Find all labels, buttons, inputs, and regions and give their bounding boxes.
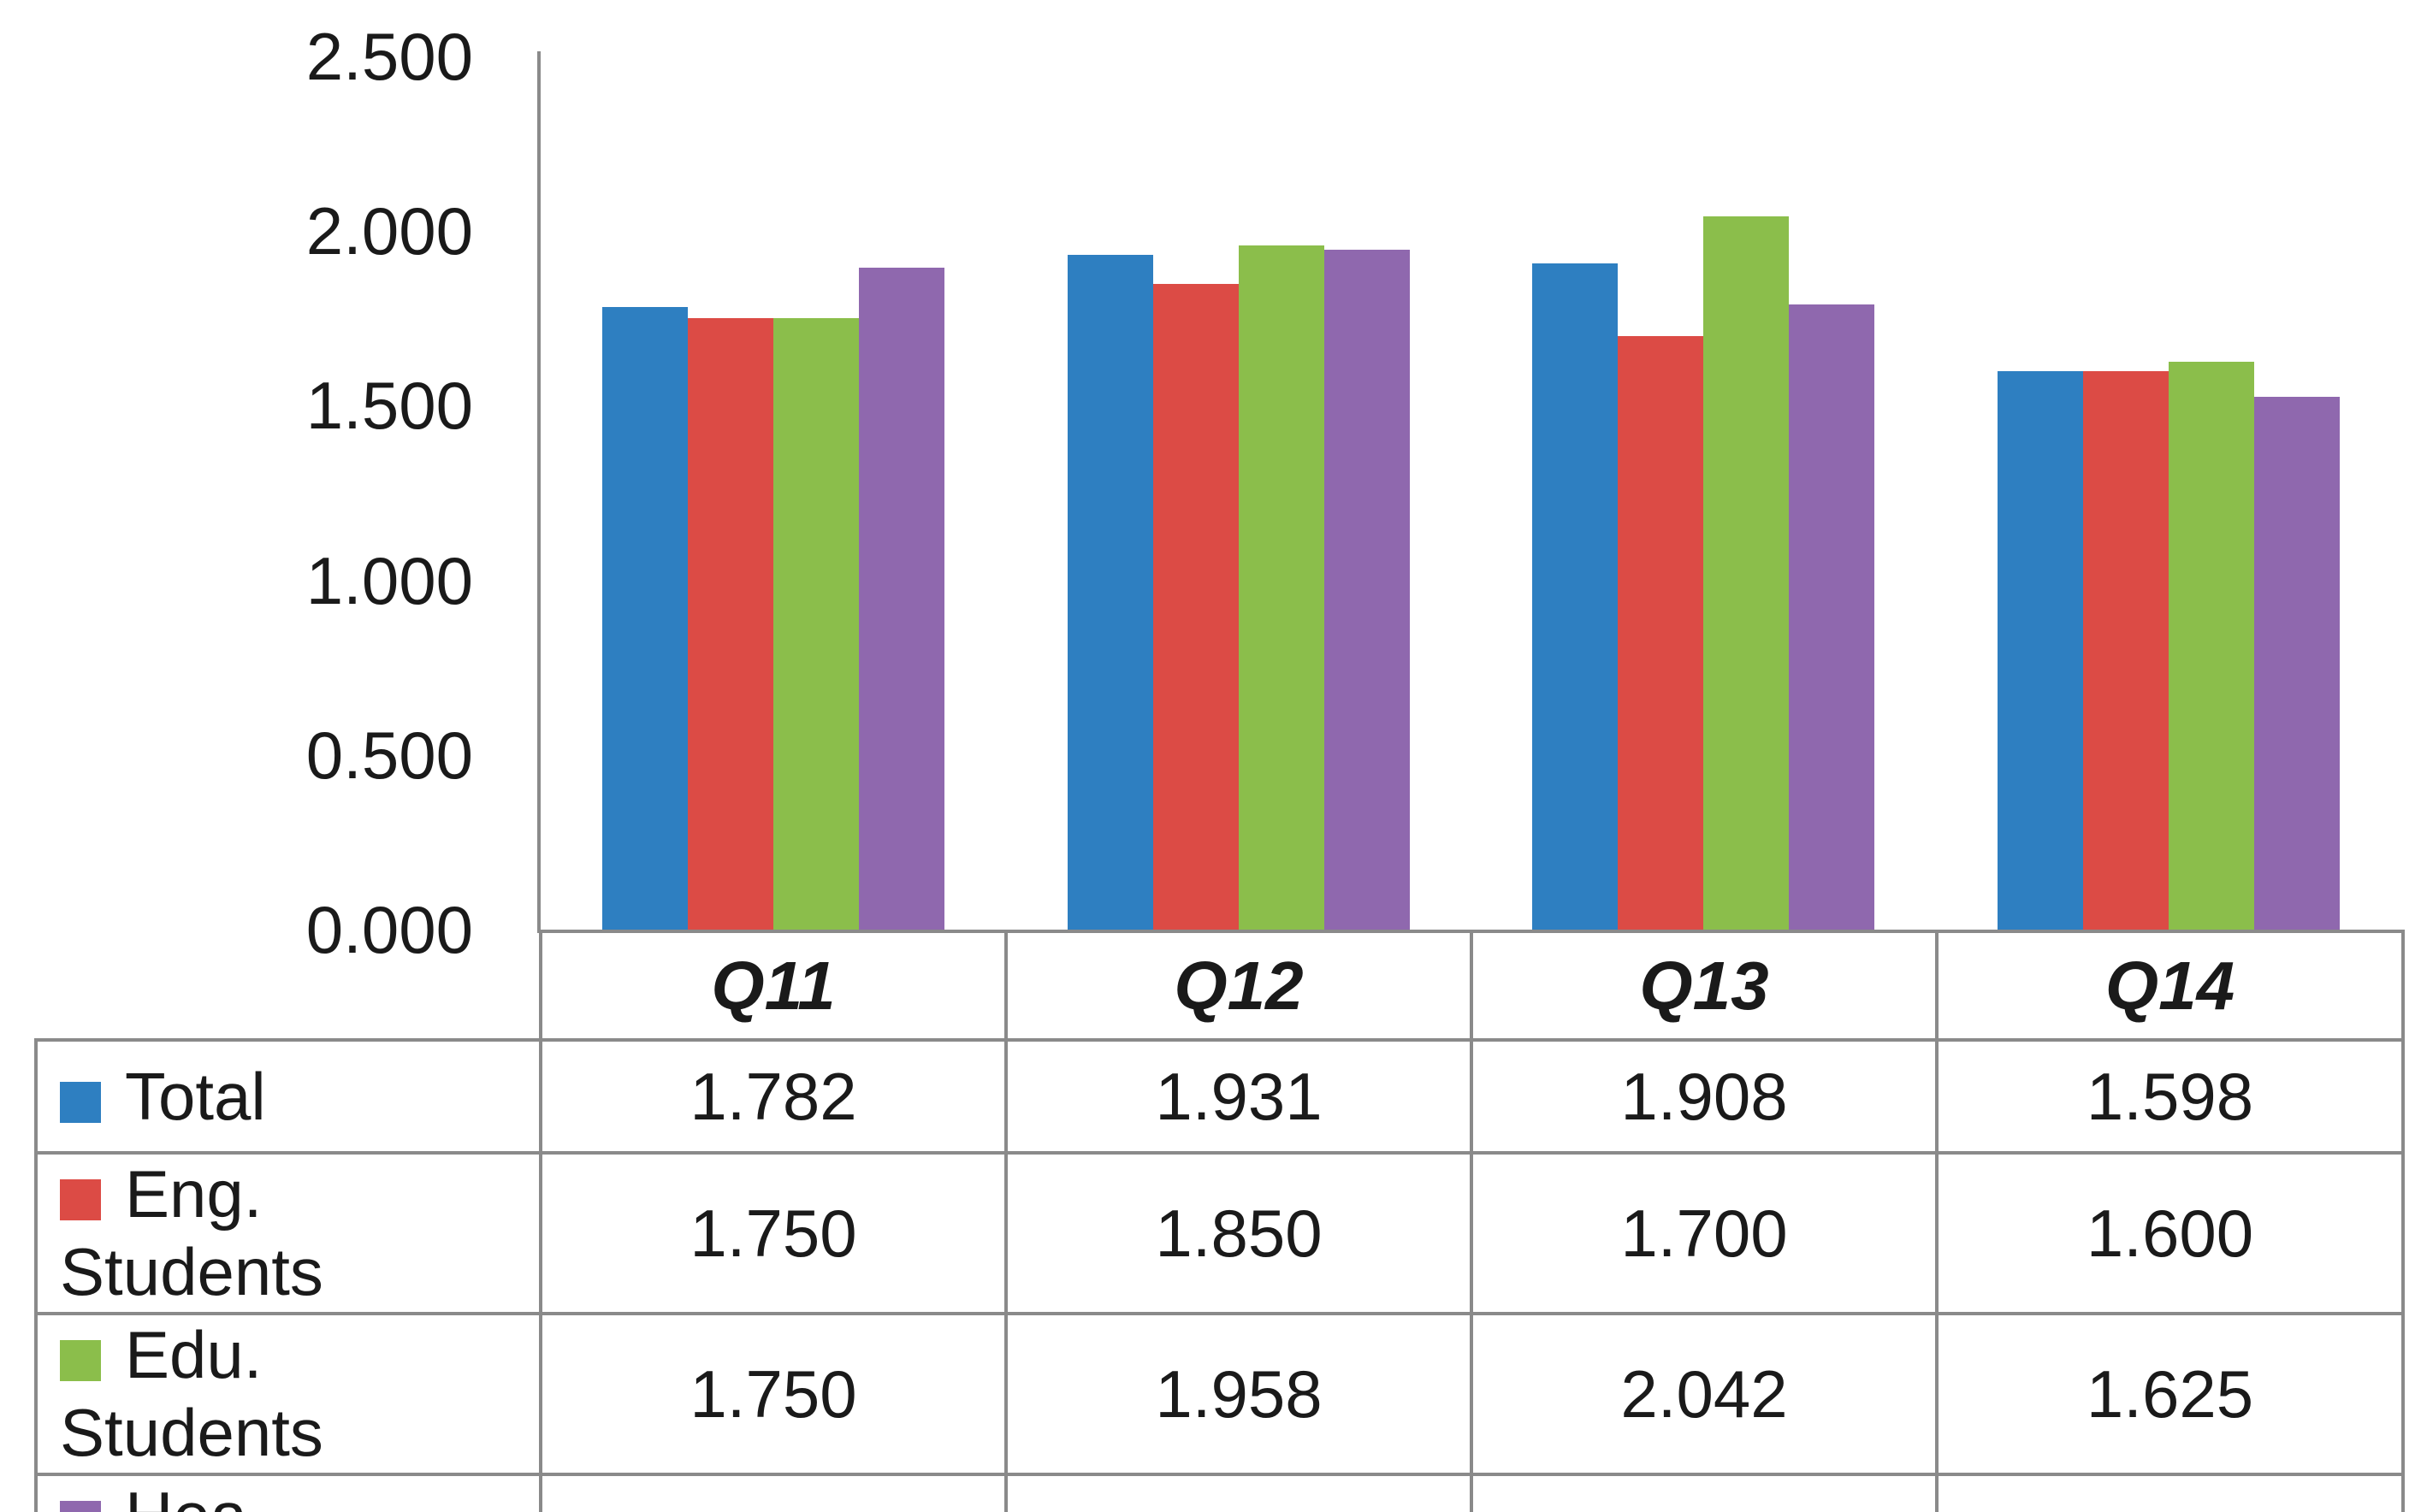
table-cell-hea-students-q13: 1.789 xyxy=(1470,1473,1939,1512)
table-cell-eng-students-q11: 1.750 xyxy=(539,1151,1008,1315)
table-cell-total-q14: 1.598 xyxy=(1935,1038,2405,1155)
bar-hea-students-q13 xyxy=(1789,304,1875,930)
table-cell-hea-students-q14: 1.526 xyxy=(1935,1473,2405,1512)
table-cell-total-q13: 1.908 xyxy=(1470,1038,1939,1155)
bar-hea-students-q12 xyxy=(1323,249,1410,930)
legend-swatch-total xyxy=(60,1081,101,1123)
legend-label-edu-students: Edu. Students xyxy=(60,1317,323,1470)
bar-edu-students-q11 xyxy=(772,318,859,930)
bar-eng-students-q14 xyxy=(2083,370,2169,930)
bar-total-q13 xyxy=(1532,263,1619,930)
table-row-total: Total 1.782 1.931 1.908 1.598 xyxy=(34,1038,2405,1155)
table-row-eng-students: Eng. Students 1.750 1.850 1.700 1.600 xyxy=(34,1151,2405,1315)
y-tick-label: 2.500 xyxy=(305,19,473,94)
table-cell-edu-students-q14: 1.625 xyxy=(1935,1312,2405,1476)
bar-group-q14 xyxy=(1936,51,2401,930)
column-header-q12: Q12 xyxy=(1004,930,1473,1042)
legend-label-hea-students: Hea. Students xyxy=(60,1478,323,1512)
legend-swatch-edu-students xyxy=(60,1340,101,1381)
bar-hea-students-q11 xyxy=(858,268,944,930)
table-corner-cell xyxy=(36,931,541,1040)
y-tick-label: 1.000 xyxy=(305,542,473,618)
bar-total-q14 xyxy=(1998,371,2084,930)
legend-item-eng-students: Eng. Students xyxy=(34,1151,542,1315)
bar-group-q13 xyxy=(1471,51,1937,930)
table-row-hea-students: Hea. Students 1.8951.9471.7891.526 xyxy=(34,1473,2405,1512)
table-cell-edu-students-q12: 1.958 xyxy=(1004,1312,1473,1476)
bar-edu-students-q13 xyxy=(1703,216,1790,930)
bar-total-q12 xyxy=(1067,255,1153,930)
legend-swatch-hea-students xyxy=(60,1501,101,1512)
bar-edu-students-q12 xyxy=(1238,245,1324,930)
y-tick-label: 0.000 xyxy=(305,892,473,967)
table-cell-hea-students-q11: 1.895 xyxy=(539,1473,1008,1512)
bar-total-q11 xyxy=(601,307,688,930)
legend-label-eng-students: Eng. Students xyxy=(60,1156,323,1309)
table-header-row: Q11 Q12 Q13 Q14 xyxy=(36,930,2405,1042)
column-header-q13: Q13 xyxy=(1470,930,1939,1042)
table-cell-eng-students-q13: 1.700 xyxy=(1470,1151,1939,1315)
table-cell-eng-students-q14: 1.600 xyxy=(1935,1151,2405,1315)
y-tick-label: 1.500 xyxy=(305,368,473,444)
table-cell-edu-students-q13: 2.042 xyxy=(1470,1312,1939,1476)
table-cell-edu-students-q11: 1.750 xyxy=(539,1312,1008,1476)
y-axis-line xyxy=(537,51,541,933)
bar-edu-students-q14 xyxy=(2169,362,2255,930)
bar-group-q11 xyxy=(541,51,1006,930)
y-tick-label: 2.000 xyxy=(305,193,473,269)
bar-hea-students-q14 xyxy=(2254,396,2341,930)
bar-eng-students-q11 xyxy=(687,318,773,930)
bar-group-q12 xyxy=(1006,51,1471,930)
legend-item-hea-students: Hea. Students xyxy=(34,1473,542,1512)
legend-label-total: Total xyxy=(125,1058,266,1134)
table-row-edu-students: Edu. Students 1.750 1.958 2.042 1.625 xyxy=(34,1312,2405,1476)
table-cell-eng-students-q12: 1.850 xyxy=(1004,1151,1473,1315)
bar-eng-students-q12 xyxy=(1152,283,1239,930)
data-table: Q11 Q12 Q13 Q14 Total 1.782 1.931 1.908 1.598 Eng… xyxy=(34,930,2405,1512)
column-header-q14: Q14 xyxy=(1935,930,2405,1042)
y-tick-label: 0.500 xyxy=(305,717,473,793)
bar-eng-students-q13 xyxy=(1618,335,1704,930)
table-cell-hea-students-q12: 1.947 xyxy=(1004,1473,1473,1512)
legend-item-total: Total xyxy=(34,1038,542,1155)
table-cell-total-q12: 1.931 xyxy=(1004,1038,1473,1155)
column-header-q11: Q11 xyxy=(539,930,1008,1042)
legend-item-edu-students: Edu. Students xyxy=(34,1312,542,1476)
legend-swatch-eng-students xyxy=(60,1179,101,1220)
table-cell-total-q11: 1.782 xyxy=(539,1038,1008,1155)
plot-area xyxy=(541,51,2401,930)
